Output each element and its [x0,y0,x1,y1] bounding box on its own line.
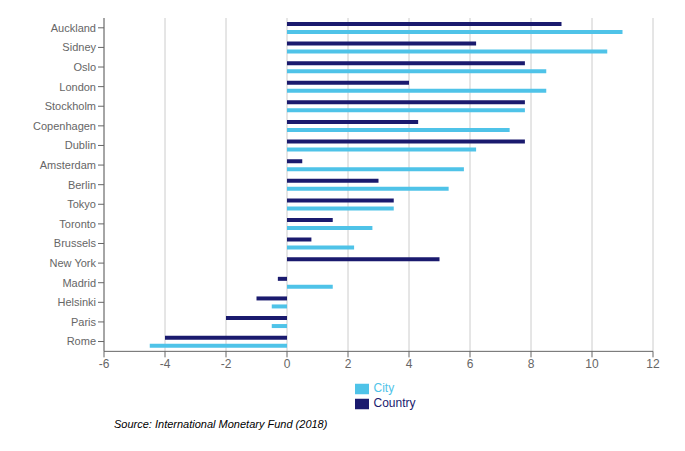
html-text:City: City [373,381,395,396]
svg-text:6: 6 [467,357,474,371]
svg-text:Auckland: Auckland [51,22,96,34]
svg-text:Toronto: Toronto [59,218,96,230]
svg-text:2: 2 [345,357,352,371]
svg-text:4: 4 [406,357,413,371]
svg-text:Sidney: Sidney [62,41,96,53]
svg-text:-4: -4 [160,357,171,371]
svg-text:Madrid: Madrid [62,277,96,289]
svg-text:Paris: Paris [71,316,97,328]
html-text:Source: International Monetary: Source: International Monetary Fund (201… [114,418,328,430]
svg-text:10: 10 [585,357,599,371]
svg-text:Rome: Rome [67,335,96,347]
svg-text:0: 0 [284,357,291,371]
html-text:Country: Country [373,396,416,411]
svg-text:Brussels: Brussels [54,237,97,249]
svg-text:-6: -6 [99,357,110,371]
svg-text:-2: -2 [221,357,232,371]
svg-text:Stockholm: Stockholm [45,100,96,112]
svg-text:Tokyo: Tokyo [67,198,96,210]
svg-text:Amsterdam: Amsterdam [40,159,96,171]
svg-text:New York: New York [50,257,97,269]
svg-text:Copenhagen: Copenhagen [33,120,96,132]
svg-text:8: 8 [528,357,535,371]
svg-text:Oslo: Oslo [73,61,96,73]
svg-text:Helsinki: Helsinki [57,296,96,308]
svg-text:Dublin: Dublin [65,139,96,151]
svg-text:Berlin: Berlin [68,179,96,191]
svg-text:12: 12 [646,357,660,371]
svg-text:London: London [59,81,96,93]
